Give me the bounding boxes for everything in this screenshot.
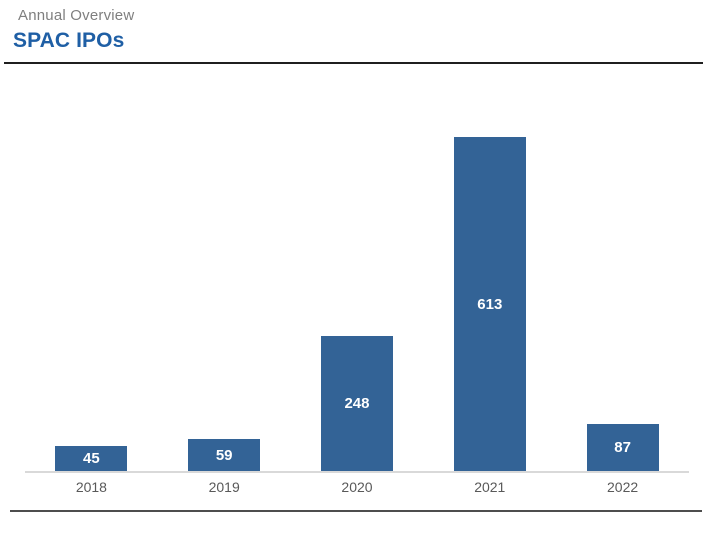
bar-value-label-2019: 59 [215, 446, 233, 464]
footer-divider-line [10, 510, 702, 512]
x-axis-tick-2022: 2022 [607, 479, 639, 495]
x-axis-tick-2019: 2019 [208, 479, 240, 495]
header-divider-line [4, 62, 703, 64]
bar-value-label-2020: 248 [344, 395, 370, 412]
x-axis-tick-2021: 2021 [474, 479, 506, 495]
bar-slot-2021: 613 [423, 90, 556, 471]
bar-2018: 45 [55, 446, 128, 471]
chart-title: SPAC IPOs [13, 29, 125, 52]
bar-slot-2018: 45 [25, 90, 158, 471]
bar-2021: 613 [453, 137, 526, 471]
bar-value-label-2021: 613 [477, 295, 503, 313]
bar-slot-2019: 59 [158, 90, 291, 471]
chart-subtitle: Annual Overview [18, 7, 135, 24]
bar-slot-2022: 87 [556, 90, 689, 471]
bar-2020: 248 [320, 336, 393, 471]
bar-2019: 59 [188, 439, 261, 471]
bar-2022: 87 [586, 424, 659, 471]
x-axis-labels: 2018 2019 2020 2021 2022 [25, 479, 689, 495]
x-axis-tick-2020: 2020 [341, 479, 373, 495]
bar-slot-2020: 248 [291, 90, 424, 471]
bar-value-label-2018: 45 [83, 450, 100, 467]
bar-value-label-2022: 87 [614, 439, 631, 456]
x-axis-tick-2018: 2018 [75, 479, 107, 495]
bar-chart-plot-area: 45 59 248 613 87 [25, 90, 689, 473]
